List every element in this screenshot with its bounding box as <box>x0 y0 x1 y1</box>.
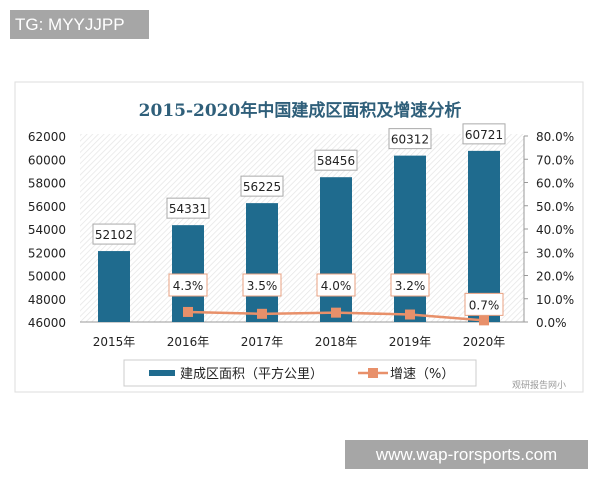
y-right-tick: 70.0% <box>536 153 574 167</box>
line-label-box <box>242 273 282 297</box>
y-right-tick: 50.0% <box>536 200 574 214</box>
y-right-tick: 10.0% <box>536 293 574 307</box>
bar-label-box <box>240 175 284 197</box>
plot-background <box>80 134 524 322</box>
bar-label-box <box>388 128 432 150</box>
bar-label: 52102 <box>95 228 133 242</box>
y-left-tick: 58000 <box>28 177 66 191</box>
line-label: 3.5% <box>247 279 278 293</box>
line-marker <box>331 307 341 318</box>
x-tick: 2017年 <box>241 335 284 349</box>
y-left-tick: 50000 <box>28 270 66 284</box>
line-marker <box>405 309 415 320</box>
y-right-tick: 40.0% <box>536 223 574 237</box>
bar-label-box <box>92 223 136 245</box>
y-left-tick: 56000 <box>28 200 66 214</box>
x-tick: 2015年 <box>93 335 136 349</box>
bar <box>394 155 426 322</box>
overlay-tag: TG: MYYJJPP <box>10 10 149 39</box>
line-marker <box>479 315 489 326</box>
y-left-tick: 62000 <box>28 130 66 144</box>
x-tick: 2020年 <box>463 335 506 349</box>
line-label: 0.7% <box>469 298 500 312</box>
bar-label-box <box>462 123 506 145</box>
legend-line-label: 增速（%） <box>390 367 454 382</box>
line-label-box <box>464 292 504 316</box>
line-label: 3.2% <box>395 279 426 293</box>
bar-label: 60312 <box>391 133 429 147</box>
y-left-tick: 60000 <box>28 153 66 167</box>
line-label-box <box>168 273 208 297</box>
line-label-box <box>390 273 430 297</box>
overlay-site: www.wap-rorsports.com <box>345 440 588 469</box>
legend-line-marker <box>368 368 378 378</box>
chart-title: 2015-2020年中国建成区面积及增速分析 <box>139 100 462 121</box>
x-tick: 2016年 <box>167 335 210 349</box>
bar-label-box <box>314 149 358 171</box>
bar <box>246 203 278 322</box>
bar-label: 58456 <box>317 154 355 168</box>
line-label: 4.0% <box>321 279 352 293</box>
watermark-logo: 观研报告网小 <box>512 381 567 391</box>
bar <box>98 251 130 322</box>
y-right-tick: 30.0% <box>536 246 574 260</box>
y-left-tick: 46000 <box>28 316 66 330</box>
y-right-tick: 60.0% <box>536 177 574 191</box>
x-tick: 2019年 <box>389 335 432 349</box>
line-marker <box>257 308 267 319</box>
legend-bar-label: 建成区面积（平方公里） <box>180 366 323 382</box>
legend <box>123 359 477 387</box>
y-left-tick: 48000 <box>28 293 66 307</box>
line-label: 4.3% <box>173 279 204 293</box>
y-right-tick: 0.0% <box>536 316 567 330</box>
legend-bar-swatch <box>149 370 175 376</box>
bar-label: 60721 <box>465 128 503 142</box>
y-left-tick: 54000 <box>28 223 66 237</box>
bar-label: 56225 <box>243 180 281 194</box>
y-right-tick: 80.0% <box>536 130 574 144</box>
y-right-tick: 20.0% <box>536 270 574 284</box>
line-label-box <box>316 273 356 297</box>
y-left-tick: 52000 <box>28 246 66 260</box>
bar <box>320 177 352 322</box>
bar-label: 54331 <box>169 202 207 216</box>
line-marker <box>183 306 193 317</box>
bar-label-box <box>166 197 210 219</box>
x-tick: 2018年 <box>315 335 358 349</box>
